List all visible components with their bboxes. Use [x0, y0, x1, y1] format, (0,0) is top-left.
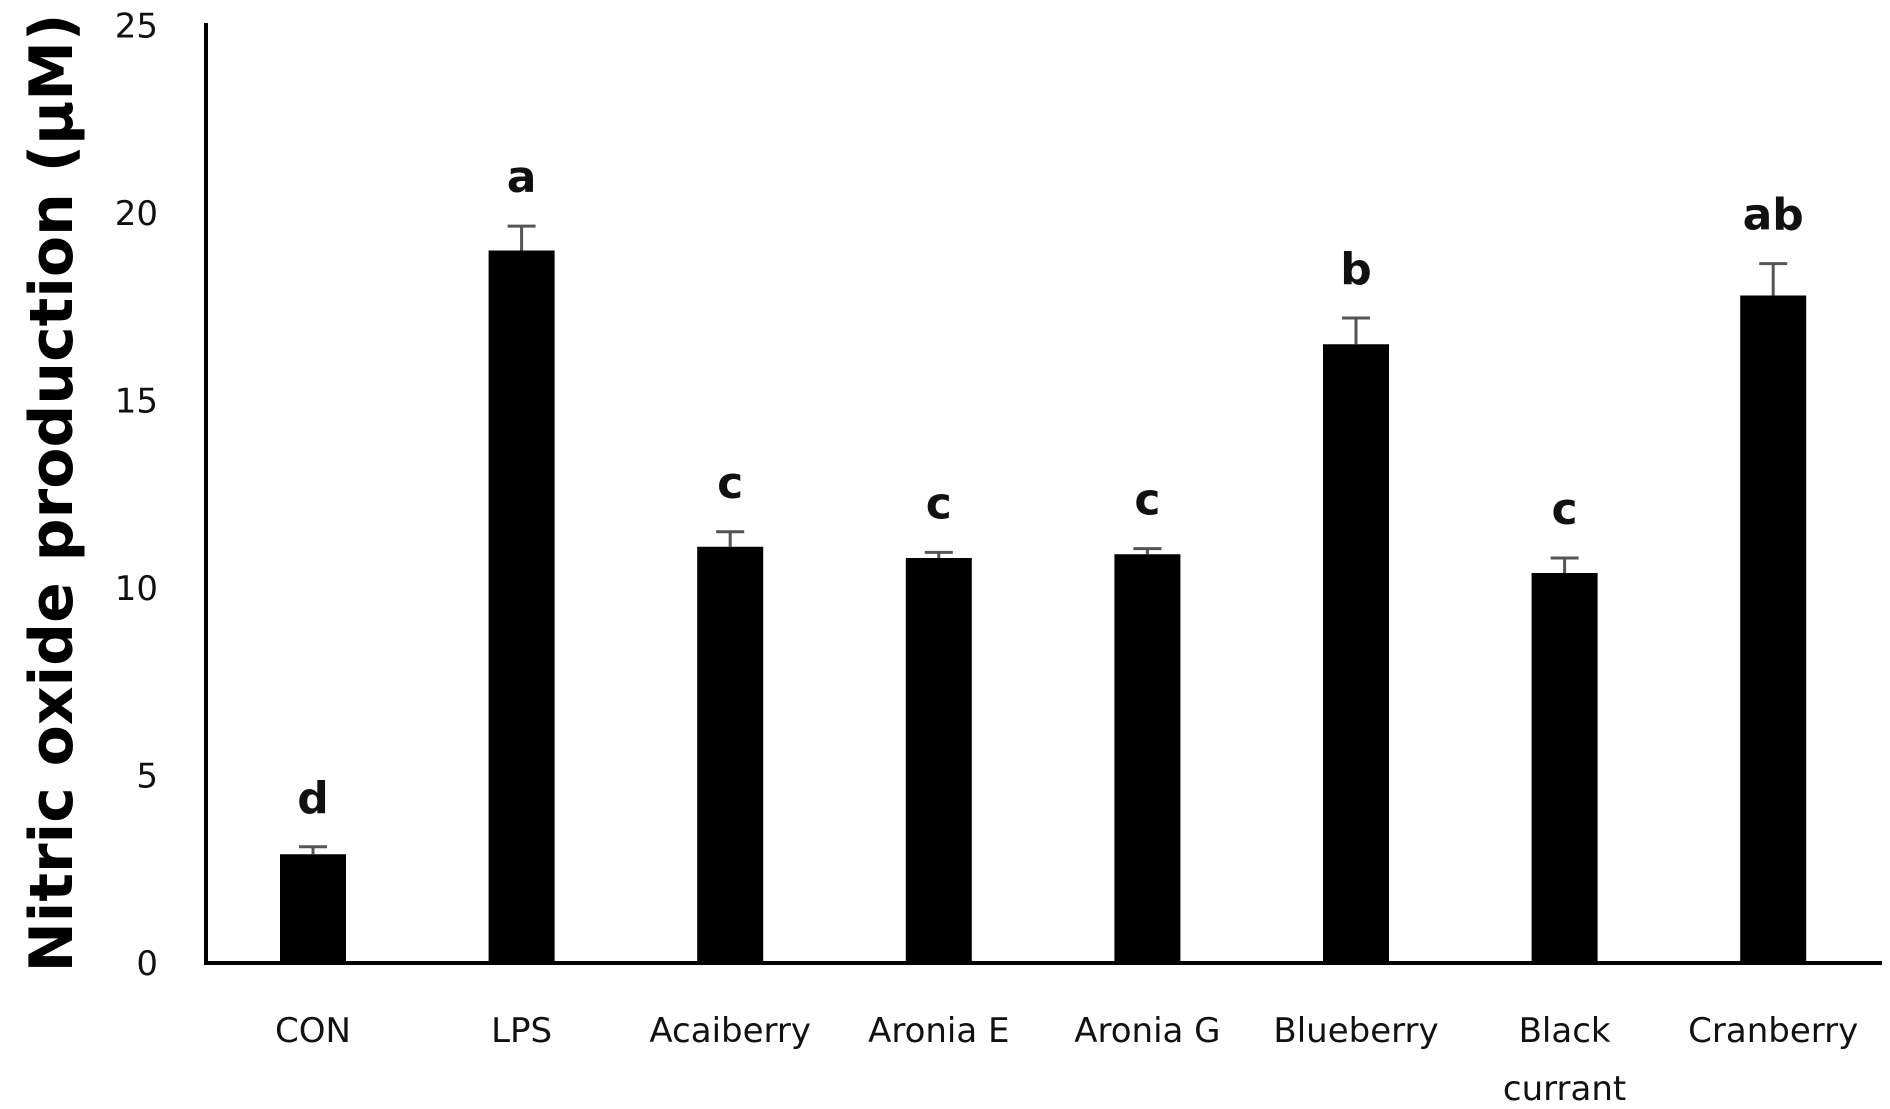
significance-letter: b — [1340, 244, 1372, 295]
error-bars — [299, 224, 1788, 855]
bar — [697, 546, 764, 963]
y-tick-label: 25 — [115, 7, 158, 47]
significance-letters: d a c c c b c ab — [297, 152, 1804, 824]
bars — [280, 250, 1807, 963]
x-category-label: Black — [1519, 1011, 1611, 1051]
y-axis-label: Nitric oxide production (μM) — [17, 14, 87, 973]
x-category-label: currant — [1503, 1069, 1626, 1109]
y-tick-label: 10 — [115, 569, 158, 609]
x-category-label: CON — [275, 1011, 351, 1051]
x-category-label: Blueberry — [1273, 1011, 1438, 1051]
x-category-label: Aronia E — [868, 1011, 1009, 1051]
y-tick-label: 0 — [136, 944, 158, 984]
bar — [1114, 554, 1181, 963]
x-category-label: Acaiberry — [649, 1011, 811, 1051]
y-tick-label: 20 — [115, 194, 158, 234]
significance-letter: c — [717, 458, 743, 509]
bar — [488, 250, 555, 963]
bar — [1323, 344, 1389, 963]
y-axis-ticks: 0 5 10 15 20 25 — [115, 7, 158, 985]
y-axis-title: Nitric oxide production (μM) — [17, 14, 87, 973]
y-tick-label: 5 — [136, 757, 158, 797]
significance-letter: c — [1552, 484, 1578, 535]
significance-letter: c — [926, 478, 952, 529]
x-category-label: Cranberry — [1688, 1011, 1858, 1051]
bar — [280, 854, 346, 963]
significance-letter: a — [507, 152, 537, 203]
bar — [1531, 573, 1598, 963]
x-category-label: LPS — [491, 1011, 552, 1051]
significance-letter: ab — [1743, 190, 1804, 241]
y-tick-label: 15 — [115, 382, 158, 422]
significance-letter: c — [1134, 475, 1160, 526]
significance-letter: d — [297, 773, 329, 824]
x-axis-labels: CON LPS Acaiberry Aronia E Aronia G Blueberry… — [275, 1011, 1858, 1109]
x-category-label: Aronia G — [1074, 1011, 1220, 1051]
bar — [905, 558, 972, 963]
bar — [1740, 295, 1807, 963]
